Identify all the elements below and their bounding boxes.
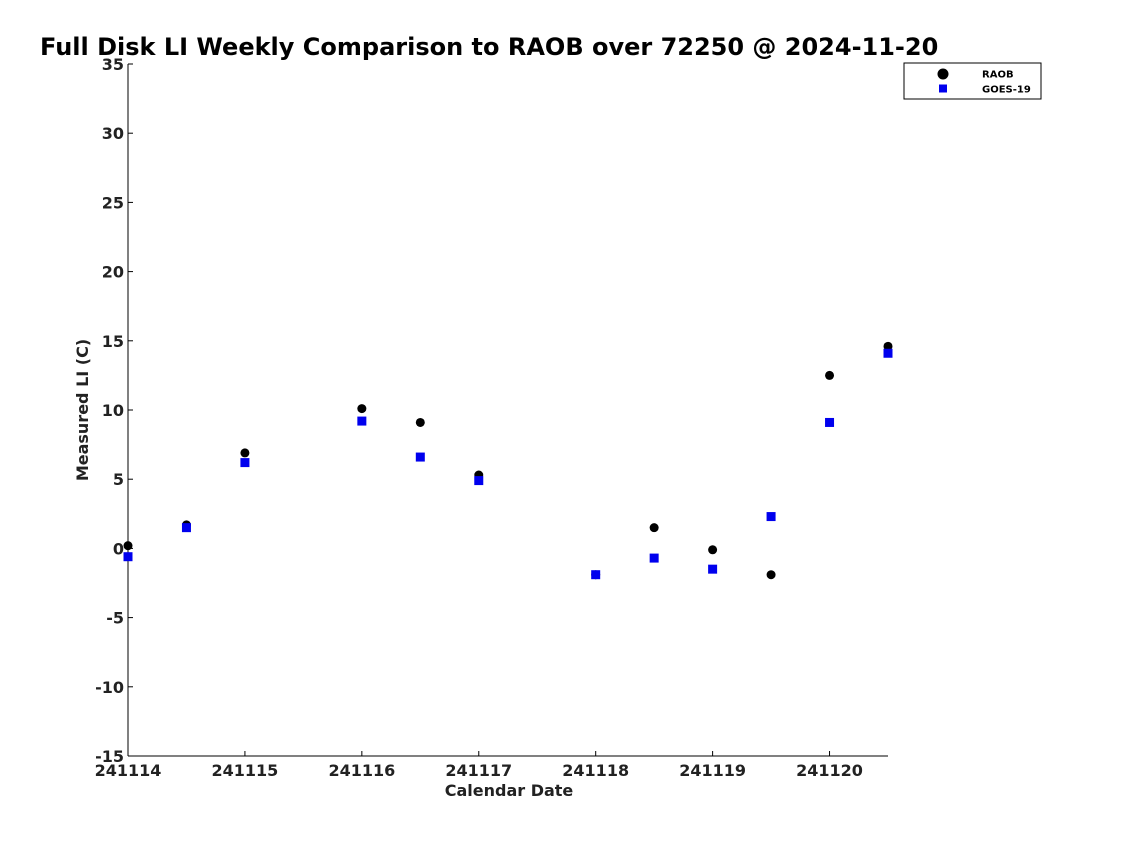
x-tick-label: 241118 [562, 761, 629, 780]
data-point-raob [766, 570, 776, 580]
y-tick-label: 0 [113, 539, 124, 558]
x-tick-label: 241114 [95, 761, 162, 780]
legend: RAOB GOES-19 [903, 62, 1042, 100]
x-ticks: 241114 241115 241116 241117 241118 241119 2411… [95, 751, 863, 780]
data-point-raob [357, 404, 367, 414]
legend-label-goes19: GOES-19 [982, 85, 1031, 96]
data-point-goes19 [123, 552, 133, 562]
legend-box [903, 62, 1042, 100]
data-point-raob [415, 417, 425, 427]
x-axis-label: Calendar Date [445, 781, 574, 800]
data-point-raob [825, 370, 835, 380]
series-goes-19 [123, 348, 893, 580]
chart-title: Full Disk LI Weekly Comparison to RAOB o… [40, 33, 938, 61]
y-tick-label: -5 [106, 609, 124, 628]
data-point-raob [123, 541, 133, 551]
data-point-goes19 [649, 553, 659, 563]
y-tick-label: 25 [102, 193, 124, 212]
legend-marker-goes19 [939, 84, 947, 93]
x-tick-label: 241116 [328, 761, 395, 780]
x-tick-label: 241119 [679, 761, 746, 780]
series-layer [123, 341, 893, 580]
legend-label-raob: RAOB [982, 70, 1014, 81]
data-point-goes19 [766, 512, 776, 522]
y-tick-label: 5 [113, 470, 124, 489]
data-point-goes19 [883, 348, 893, 358]
x-tick-label: 241120 [796, 761, 863, 780]
legend-marker-raob [937, 68, 949, 80]
y-tick-label: 30 [102, 124, 124, 143]
data-point-goes19 [240, 458, 250, 468]
x-tick-label: 241115 [212, 761, 279, 780]
y-tick-label: 15 [102, 332, 124, 351]
data-point-goes19 [591, 570, 601, 580]
data-point-goes19 [415, 452, 425, 462]
data-point-raob [240, 448, 250, 458]
data-point-goes19 [708, 564, 718, 574]
data-point-raob [883, 341, 893, 351]
y-tick-label: -10 [95, 678, 124, 697]
data-point-raob [649, 523, 659, 533]
series-raob [123, 341, 893, 580]
y-tick-label: 35 [102, 55, 124, 74]
data-point-raob [708, 545, 718, 555]
data-point-goes19 [181, 523, 191, 533]
y-ticks: -15 -10 -5 0 5 10 15 20 25 30 35 [95, 55, 133, 766]
y-tick-label: 20 [102, 263, 124, 282]
x-tick-label: 241117 [445, 761, 512, 780]
data-point-goes19 [474, 476, 484, 486]
y-tick-label: 10 [102, 401, 124, 420]
y-axis-label: Measured LI (C) [73, 339, 92, 481]
y-tick-label: -15 [95, 747, 124, 766]
axes [127, 64, 888, 757]
data-point-goes19 [357, 416, 367, 426]
data-point-goes19 [825, 417, 835, 427]
